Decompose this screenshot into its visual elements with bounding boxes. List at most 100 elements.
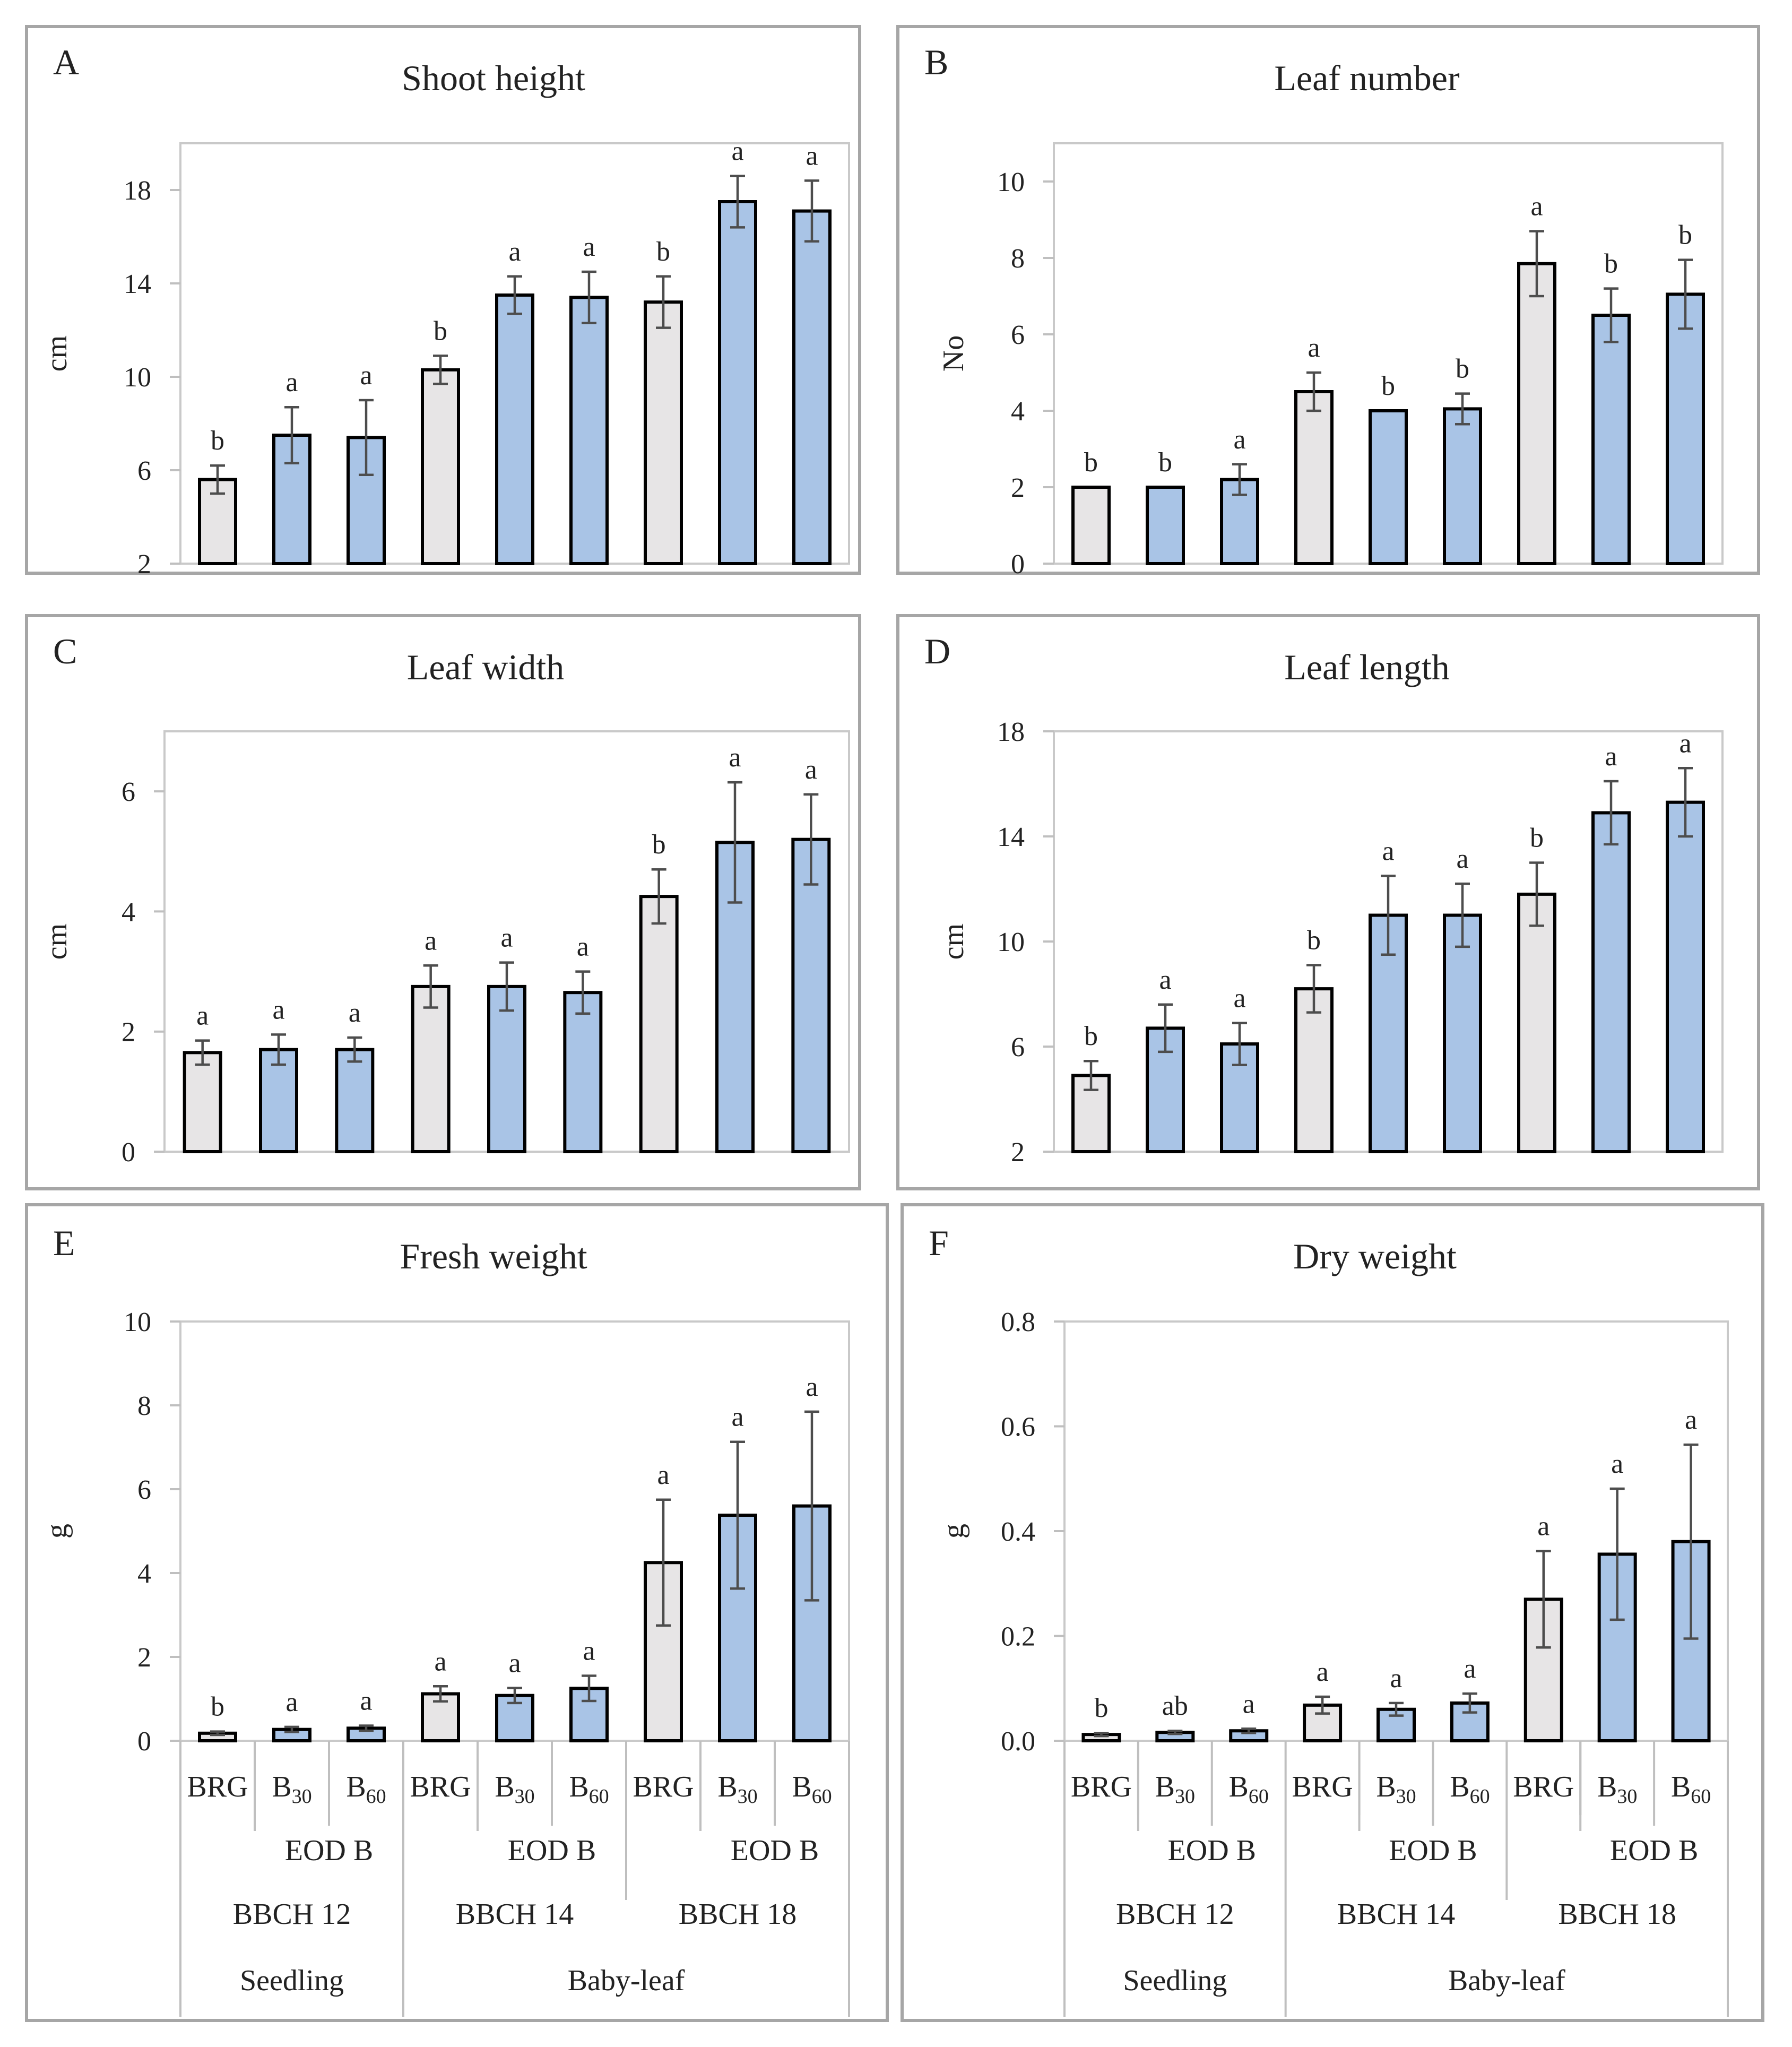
eod-group-label: EOD B bbox=[731, 1834, 819, 1867]
significance-letter: b bbox=[434, 316, 447, 346]
bar bbox=[183, 1051, 222, 1154]
x-tick-main: B bbox=[1671, 1770, 1691, 1803]
y-tick-label: 6 bbox=[137, 1475, 151, 1505]
phase-label: Seedling bbox=[240, 1964, 344, 1997]
significance-letter: a bbox=[657, 1460, 669, 1490]
panel-d: D Leaf length 2 6 10 14 18 cm b a a b a a b a a bbox=[896, 614, 1760, 1190]
y-tick-label: 0 bbox=[1011, 549, 1025, 580]
bar bbox=[495, 293, 534, 565]
x-tick-main: B bbox=[1155, 1770, 1175, 1803]
significance-letter: a bbox=[425, 926, 437, 956]
y-tick-label: 8 bbox=[1011, 244, 1025, 274]
bar bbox=[792, 209, 832, 566]
chart-title: Fresh weight bbox=[400, 1236, 587, 1276]
significance-letter: a bbox=[434, 1646, 446, 1677]
x-tick-label: BRG bbox=[1292, 1770, 1353, 1803]
y-tick-label: 0 bbox=[137, 1726, 151, 1757]
chart-title: Leaf width bbox=[407, 647, 564, 687]
significance-letter: a bbox=[1233, 425, 1245, 455]
y-tick-label: 2 bbox=[137, 549, 151, 580]
chart-title: Shoot height bbox=[402, 58, 585, 98]
x-tick-main: B bbox=[1450, 1770, 1469, 1803]
significance-letter: b bbox=[1456, 354, 1469, 384]
significance-letter: b bbox=[1158, 447, 1172, 478]
x-tick-main: B bbox=[1597, 1770, 1617, 1803]
stage-label: BBCH 12 bbox=[233, 1898, 351, 1931]
x-tick-label: B60 bbox=[792, 1770, 832, 1808]
stage-label: BBCH 12 bbox=[1116, 1898, 1234, 1931]
bar bbox=[1666, 800, 1705, 1153]
significance-letter: a bbox=[583, 232, 595, 262]
significance-letter: b bbox=[656, 237, 670, 267]
significance-letter: b bbox=[1084, 447, 1098, 478]
bar bbox=[421, 368, 460, 565]
panel-c: C Leaf width 0 2 4 6 cm a a a a a a b a a bbox=[25, 614, 861, 1190]
significance-letter: a bbox=[806, 1372, 818, 1402]
x-tick-main: BRG bbox=[1071, 1770, 1132, 1803]
y-tick-label: 10 bbox=[997, 167, 1025, 197]
y-tick-label: 10 bbox=[997, 927, 1025, 957]
y-tick-label: 0.4 bbox=[1001, 1517, 1035, 1547]
x-tick-label: B30 bbox=[1155, 1770, 1195, 1808]
y-tick-label: 0.6 bbox=[1001, 1412, 1035, 1443]
significance-letter: a bbox=[285, 1687, 298, 1717]
x-tick-label: BRG bbox=[633, 1770, 694, 1803]
significance-letter: a bbox=[1605, 741, 1617, 772]
significance-letter: b bbox=[1530, 823, 1544, 853]
phase-label: Baby-leaf bbox=[1448, 1964, 1565, 1997]
panel-letter: F bbox=[929, 1223, 949, 1263]
x-tick-main: B bbox=[1376, 1770, 1396, 1803]
y-tick-label: 2 bbox=[1011, 1137, 1025, 1168]
x-tick-label: B60 bbox=[1450, 1770, 1490, 1808]
significance-letter: b bbox=[652, 830, 666, 860]
significance-letter: a bbox=[1537, 1512, 1549, 1542]
bar bbox=[1294, 390, 1334, 565]
stage-label: BBCH 18 bbox=[679, 1898, 797, 1931]
significance-letter: a bbox=[360, 360, 372, 391]
x-tick-label: B60 bbox=[569, 1770, 609, 1808]
significance-letter: a bbox=[1308, 333, 1320, 363]
y-tick-label: 0 bbox=[122, 1137, 135, 1168]
x-tick-main: B bbox=[346, 1770, 366, 1803]
significance-letter: a bbox=[729, 742, 741, 773]
y-tick-label: 4 bbox=[122, 897, 135, 927]
bar bbox=[1591, 314, 1631, 565]
x-tick-main: B bbox=[792, 1770, 811, 1803]
phase-label: Seedling bbox=[1123, 1964, 1227, 1997]
eod-group-label: EOD B bbox=[285, 1834, 373, 1867]
significance-letter: b bbox=[1604, 249, 1618, 279]
y-axis-label: cm bbox=[40, 335, 73, 372]
bar bbox=[259, 1048, 298, 1153]
significance-letter: b bbox=[1381, 371, 1395, 401]
bar bbox=[1443, 913, 1482, 1153]
panel-letter: B bbox=[924, 42, 948, 82]
x-tick-main: B bbox=[717, 1770, 737, 1803]
bar bbox=[1517, 262, 1556, 565]
eod-group-label: EOD B bbox=[1389, 1834, 1477, 1867]
x-tick-subscript: 60 bbox=[589, 1785, 609, 1808]
significance-letter: b bbox=[1678, 220, 1692, 251]
x-tick-main: BRG bbox=[187, 1770, 248, 1803]
significance-letter: ab bbox=[1162, 1691, 1188, 1721]
eod-group-label: EOD B bbox=[1610, 1834, 1698, 1867]
significance-letter: a bbox=[1317, 1657, 1329, 1687]
panel-a: A Shoot height 2 6 10 14 18 cm b a a b a a b a a bbox=[25, 25, 861, 580]
x-tick-subscript: 30 bbox=[292, 1785, 312, 1808]
y-tick-label: 4 bbox=[1011, 396, 1025, 427]
significance-letter: a bbox=[583, 1636, 595, 1666]
significance-letter: a bbox=[1685, 1405, 1697, 1435]
x-tick-subscript: 30 bbox=[1396, 1785, 1416, 1808]
significance-letter: b bbox=[211, 426, 224, 456]
stage-label: BBCH 14 bbox=[456, 1898, 574, 1931]
y-tick-label: 6 bbox=[1011, 320, 1025, 350]
bar bbox=[569, 296, 609, 566]
x-tick-label: BRG bbox=[1071, 1770, 1132, 1803]
y-tick-label: 8 bbox=[137, 1391, 151, 1421]
significance-letter: b bbox=[1094, 1693, 1108, 1723]
panel-letter: C bbox=[53, 631, 77, 671]
significance-letter: a bbox=[285, 367, 298, 398]
significance-letter: a bbox=[1159, 965, 1171, 995]
y-tick-label: 2 bbox=[1011, 473, 1025, 503]
x-tick-main: B bbox=[569, 1770, 588, 1803]
